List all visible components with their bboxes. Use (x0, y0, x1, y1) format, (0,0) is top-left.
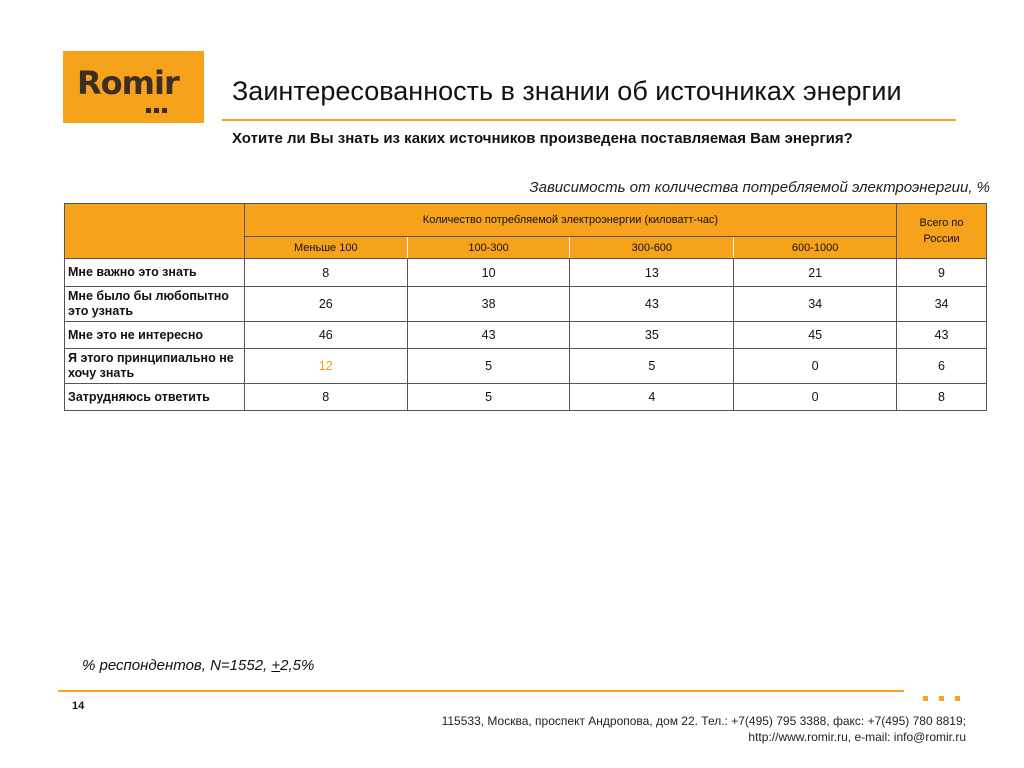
total-cell: 8 (896, 383, 987, 411)
column-header: 100-300 (406, 236, 571, 259)
logo-dots-icon (146, 100, 170, 118)
plus-minus-sign: + (271, 657, 281, 674)
row-label: Я этого принципиально не хочу знать (64, 348, 245, 384)
respondents-error: 2,5% (280, 657, 315, 674)
table-row: Мне важно это знать 8 10 13 21 9 (64, 258, 987, 287)
table-row: Затрудняюсь ответить 8 5 4 0 8 (64, 383, 987, 411)
footer-dots-icon (923, 688, 971, 706)
table-row: Я этого принципиально не хочу знать 12 5… (64, 348, 987, 384)
table-cell: 8 (243, 258, 408, 287)
table-cell: 45 (733, 321, 898, 349)
title-divider (222, 119, 956, 121)
table-row: Мне было бы любопытно это узнать 26 38 4… (64, 286, 987, 322)
romir-logo: Romir (63, 51, 204, 123)
table-cell: 34 (733, 286, 898, 322)
table-cell: 8 (243, 383, 408, 411)
table-cell: 13 (569, 258, 735, 287)
row-label: Мне было бы любопытно это узнать (64, 286, 245, 322)
respondents-prefix: % респондентов, N=1552, (82, 657, 272, 674)
group-header: Количество потребляемой электроэнергии (… (243, 203, 898, 237)
table-cell: 5 (406, 348, 571, 384)
footer-divider (58, 690, 904, 692)
total-cell: 34 (896, 286, 987, 322)
survey-question: Хотите ли Вы знать из каких источников п… (232, 130, 853, 147)
contact-line: http://www.romir.ru, e-mail: info@romir.… (748, 730, 966, 744)
total-cell: 6 (896, 348, 987, 384)
row-label: Затрудняюсь ответить (64, 383, 245, 411)
table-cell: 5 (406, 383, 571, 411)
table-corner-cell (64, 203, 245, 259)
results-table: Количество потребляемой электроэнергии (… (64, 203, 987, 411)
table-cell: 43 (406, 321, 571, 349)
table-caption: Зависимость от количества потребляемой э… (529, 179, 990, 196)
table-cell: 5 (569, 348, 735, 384)
table-cell: 21 (733, 258, 898, 287)
table-cell: 26 (243, 286, 408, 322)
total-cell: 9 (896, 258, 987, 287)
table-cell: 43 (569, 286, 735, 322)
table-row: Мне это не интересно 46 43 35 45 43 (64, 321, 987, 349)
table-cell: 0 (733, 348, 898, 384)
row-label: Мне это не интересно (64, 321, 245, 349)
table-cell: 46 (243, 321, 408, 349)
address-line: 115533, Москва, проспект Андропова, дом … (441, 714, 966, 728)
table-cell: 10 (406, 258, 571, 287)
page-title: Заинтересованность в знании об источника… (232, 76, 902, 106)
logo-text: Romir (77, 64, 180, 102)
highlighted-cell: 12 (243, 348, 408, 384)
table-cell: 35 (569, 321, 735, 349)
table-cell: 4 (569, 383, 735, 411)
column-header: 600-1000 (733, 236, 898, 259)
contact-address: 115533, Москва, проспект Андропова, дом … (266, 713, 966, 745)
total-cell: 43 (896, 321, 987, 349)
table-cell: 38 (406, 286, 571, 322)
respondents-note: % респондентов, N=1552, +2,5% (82, 657, 314, 675)
total-header: Всего по России (896, 203, 987, 259)
page-number: 14 (72, 700, 85, 712)
row-label: Мне важно это знать (64, 258, 245, 287)
table-cell: 0 (733, 383, 898, 411)
column-header: Меньше 100 (243, 236, 408, 259)
column-header: 300-600 (569, 236, 735, 259)
